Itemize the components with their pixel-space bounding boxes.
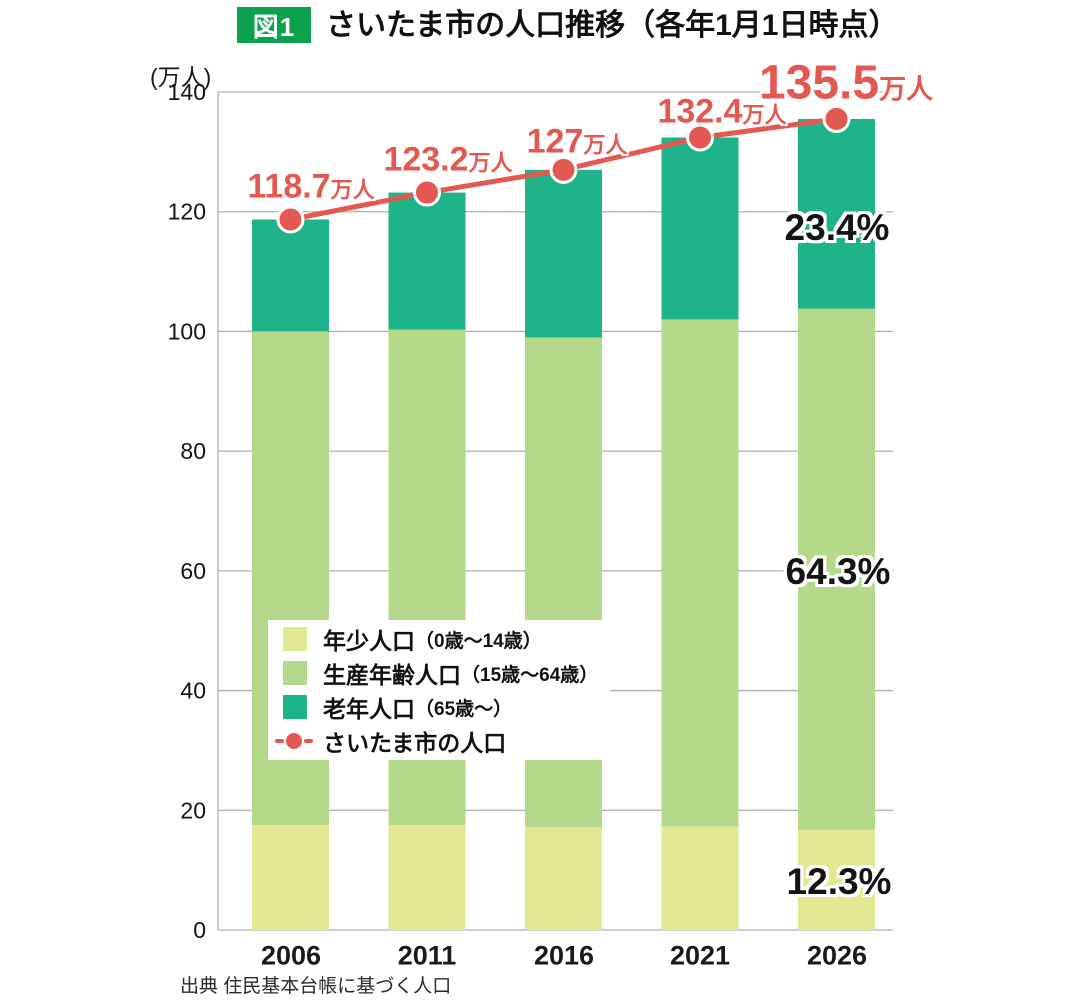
- y-tick-label: 40: [180, 678, 206, 704]
- bar-2021-segment-2: [661, 137, 739, 320]
- bar-2026-segment-1: [798, 308, 875, 831]
- y-tick-label: 60: [180, 558, 206, 584]
- bar-2016-segment-2: [525, 169, 602, 338]
- line-value-number: 123.2: [383, 140, 469, 179]
- legend-label: 生産年齢人口: [323, 662, 461, 688]
- y-tick-label: 0: [193, 917, 206, 943]
- line-value-label-2026: 135.5万人: [759, 56, 933, 111]
- bar-2021-segment-1: [661, 319, 739, 827]
- bar-2006-segment-0: [252, 825, 329, 930]
- line-value-label-2006: 118.7万人: [247, 168, 374, 207]
- x-tick-label-2011: 2011: [397, 940, 457, 971]
- y-tick-label: 140: [168, 79, 206, 105]
- legend-item-youth: 年少人口 （0歳～14歳）: [268, 622, 610, 656]
- line-value-number: 118.7: [247, 167, 331, 206]
- x-tick-label-2021: 2021: [669, 940, 731, 971]
- line-value-label-2016: 127万人: [527, 123, 628, 162]
- legend-label: 老年人口: [323, 696, 415, 722]
- line-value-label-2021: 132.4万人: [657, 93, 786, 132]
- legend-label: 年少人口: [323, 628, 415, 654]
- legend-swatch-working-age: [283, 661, 307, 685]
- line-value-number: 132.4: [657, 92, 743, 131]
- source-note: 出典 住民基本台帳に基づく人口: [180, 976, 452, 997]
- y-axis-unit-label: (万人): [150, 64, 212, 90]
- percent-label-elderly: 23.4%: [784, 207, 890, 248]
- line-dot-2021: [686, 123, 714, 152]
- x-tick-label-2006: 2006: [260, 940, 322, 971]
- bar-2021-segment-0: [661, 826, 739, 930]
- legend: 年少人口 （0歳～14歳） 生産年齢人口 （15歳～64歳） 老年人口 （65歳…: [268, 620, 610, 760]
- legend-label-range: （65歳～）: [415, 698, 513, 720]
- bar-2016-segment-0: [525, 827, 602, 930]
- line-value-label-2011: 123.2万人: [383, 141, 512, 180]
- x-tick-label-2026: 2026: [806, 940, 868, 971]
- line-dot-2016: [549, 155, 578, 184]
- bar-2006-segment-2: [252, 219, 329, 332]
- figure-badge: 図1: [237, 7, 311, 43]
- legend-label: さいたま市の人口: [323, 730, 507, 756]
- bar-2011-segment-0: [388, 825, 466, 930]
- line-value-number: 127: [526, 122, 584, 161]
- legend-item-working-age: 生産年齢人口 （15歳～64歳）: [268, 656, 610, 690]
- percent-label-youth: 12.3%: [786, 861, 892, 902]
- legend-swatch-youth: [283, 627, 307, 651]
- line-value-unit: 万人: [879, 74, 934, 105]
- line-dot-2011: [413, 178, 441, 207]
- legend-line-dot-icon: [274, 733, 314, 749]
- line-value-unit: 万人: [583, 132, 628, 158]
- legend-swatch-elderly: [283, 695, 307, 719]
- line-value-unit: 万人: [468, 150, 513, 176]
- line-value-unit: 万人: [742, 102, 787, 128]
- line-value-unit: 万人: [330, 177, 375, 203]
- chart-title: さいたま市の人口推移（各年1月1日時点）: [326, 9, 899, 42]
- line-value-number: 135.5: [758, 56, 880, 110]
- y-tick-label: 20: [180, 797, 206, 823]
- bar-2011-segment-2: [388, 192, 466, 330]
- x-tick-label-2016: 2016: [533, 940, 595, 971]
- legend-item-elderly: 老年人口 （65歳～）: [268, 690, 610, 724]
- y-tick-label: 120: [168, 199, 206, 225]
- legend-label-range: （0歳～14歳）: [415, 630, 542, 652]
- legend-label-range: （15歳～64歳）: [461, 664, 599, 686]
- legend-item-total-population: さいたま市の人口: [268, 724, 610, 758]
- percent-label-working-age: 64.3%: [785, 551, 891, 592]
- y-tick-label: 100: [168, 318, 206, 344]
- bar-2026-segment-0: [798, 830, 875, 930]
- y-tick-label: 80: [180, 438, 206, 464]
- line-dot-2026: [822, 104, 851, 133]
- bar-2026-segment-2: [798, 118, 875, 309]
- line-dot-2006: [276, 205, 305, 234]
